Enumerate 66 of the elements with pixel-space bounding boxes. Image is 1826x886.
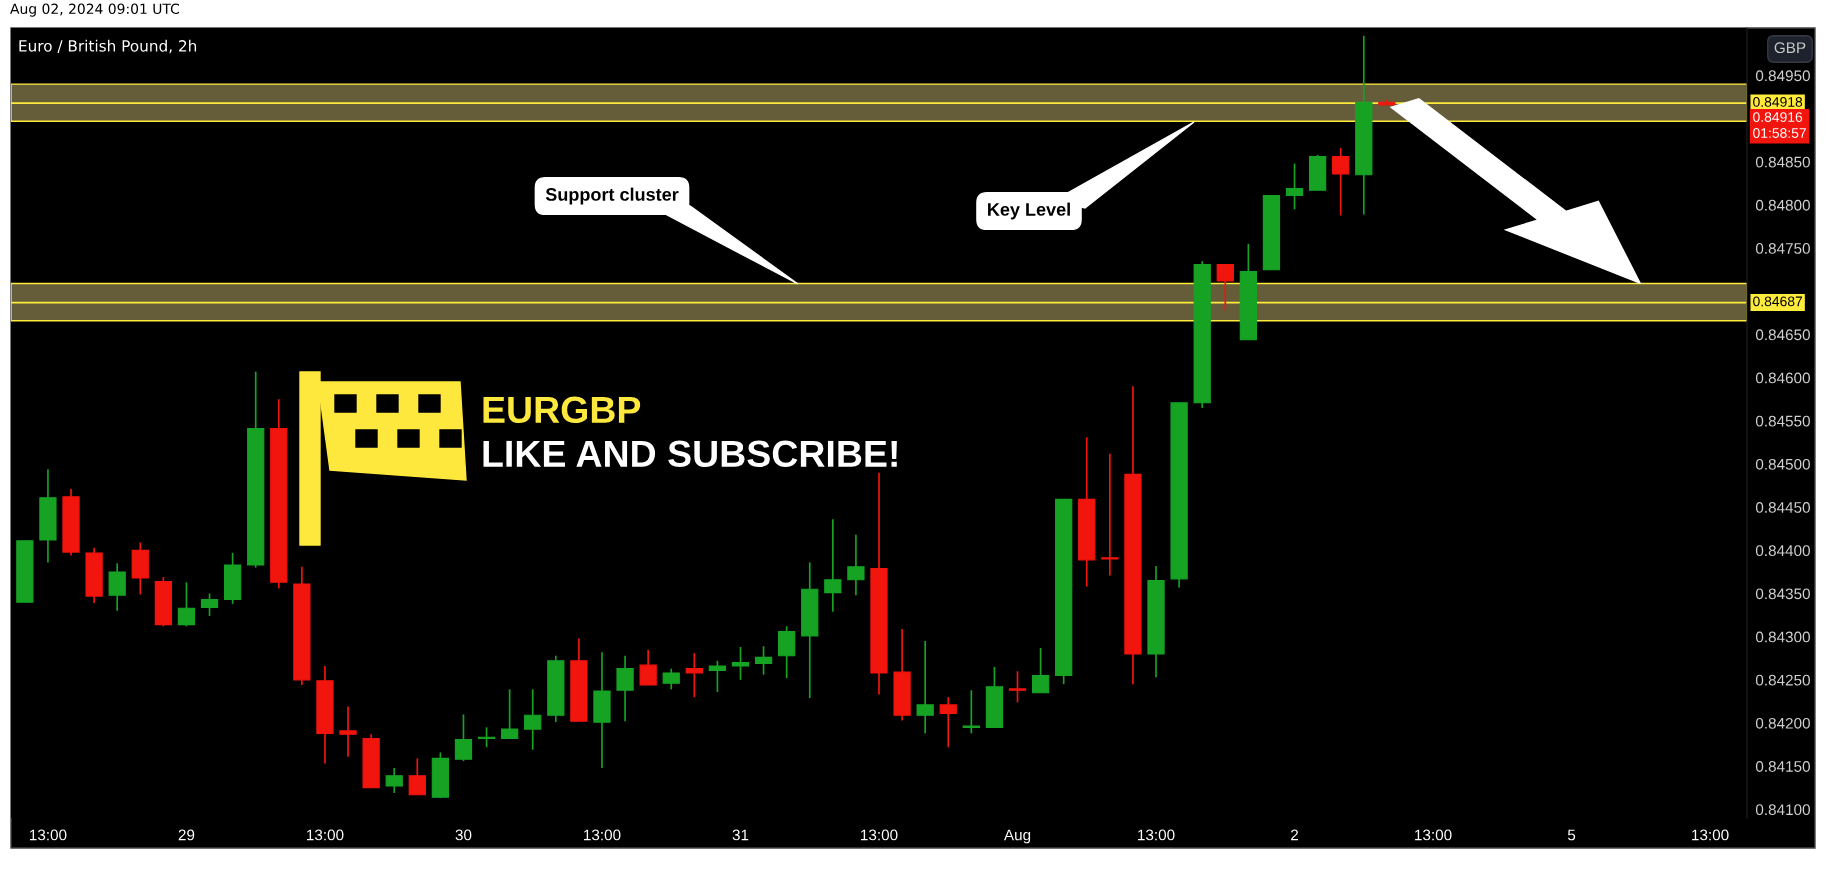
- y-tick-label: 0.84850: [1755, 156, 1810, 168]
- x-tick-label: 13:00: [307, 829, 344, 841]
- candlestick: [639, 648, 657, 686]
- y-tick-label: 0.84600: [1755, 372, 1810, 384]
- x-tick-label: 13:00: [861, 829, 898, 841]
- annotation: EURGBP: [483, 396, 641, 424]
- candlestick: [1332, 147, 1350, 217]
- ref-line-label: 0.84918: [1753, 97, 1803, 107]
- annotation: LIKE AND SUBSCRIBE!: [483, 440, 897, 468]
- x-tick-label: 30: [455, 829, 472, 841]
- candlestick: [1008, 670, 1027, 704]
- candlestick: [685, 652, 703, 698]
- y-tick-label: 0.84800: [1755, 199, 1810, 211]
- candlestick: [939, 696, 957, 749]
- y-tick-label: 0.84200: [1755, 717, 1810, 729]
- text: GBP: [1774, 42, 1806, 54]
- x-tick-label: 29: [178, 829, 195, 841]
- annotation: Support cluster: [545, 187, 679, 205]
- candlestick: [1031, 647, 1050, 694]
- candlestick: [708, 660, 727, 693]
- candlestick: [501, 688, 519, 740]
- candlestick: [524, 688, 542, 751]
- text: Aug 02, 2024 09:01 UTC: [10, 3, 180, 17]
- y-tick-label: 0.84750: [1755, 243, 1810, 254]
- x-tick-label: 31: [732, 829, 749, 841]
- x-tick-label: 13:00: [29, 829, 67, 841]
- x-tick-label: 13:00: [584, 829, 621, 841]
- y-tick-label: 0.84250: [1755, 674, 1810, 686]
- candlestick: [177, 581, 196, 628]
- candlestick: [1216, 263, 1234, 312]
- y-tick-label: 0.84550: [1755, 415, 1810, 427]
- candlestick: [847, 533, 865, 597]
- candlestick: [616, 654, 634, 723]
- candlestick: [339, 705, 357, 758]
- candlestick: [1285, 162, 1304, 211]
- candlestick: [962, 689, 980, 735]
- x-tick-label: 13:00: [1692, 829, 1729, 841]
- candlestick: [916, 640, 934, 735]
- candlestick: [1101, 452, 1119, 577]
- y-tick-label: 0.84950: [1755, 70, 1810, 82]
- candlestick: [754, 645, 773, 676]
- y-tick-label: 0.84150: [1755, 761, 1810, 772]
- y-tick-label: 0.84400: [1755, 545, 1810, 557]
- x-tick-label: 13:00: [1138, 829, 1175, 841]
- candlestick: [108, 562, 126, 612]
- text: Euro / British Pound, 2h: [19, 39, 197, 54]
- y-tick-label: 0.84500: [1755, 458, 1810, 470]
- y-tick-label: 0.84450: [1755, 502, 1810, 513]
- text: 0.84916 01:58:57: [1753, 112, 1806, 138]
- candlestick: [662, 667, 680, 691]
- candlestick: [454, 713, 473, 762]
- y-tick-label: 0.84650: [1755, 329, 1810, 341]
- candlestick: [408, 757, 426, 796]
- candlestick: [385, 767, 403, 794]
- x-tick-label: 13:00: [1415, 829, 1452, 841]
- x-tick-label: 2: [1291, 829, 1299, 841]
- ref-line-label: 0.84687: [1753, 296, 1803, 307]
- candlestick: [731, 646, 750, 681]
- x-tick-label: 5: [1567, 829, 1576, 841]
- y-tick-label: 0.84350: [1755, 588, 1810, 600]
- candlestick: [200, 592, 219, 617]
- candlestick: [824, 518, 842, 613]
- x-tick-label: Aug: [1003, 829, 1031, 844]
- annotation: Key Level: [988, 202, 1070, 220]
- y-tick-label: 0.84300: [1755, 631, 1810, 643]
- y-tick-label: 0.84100: [1755, 804, 1810, 816]
